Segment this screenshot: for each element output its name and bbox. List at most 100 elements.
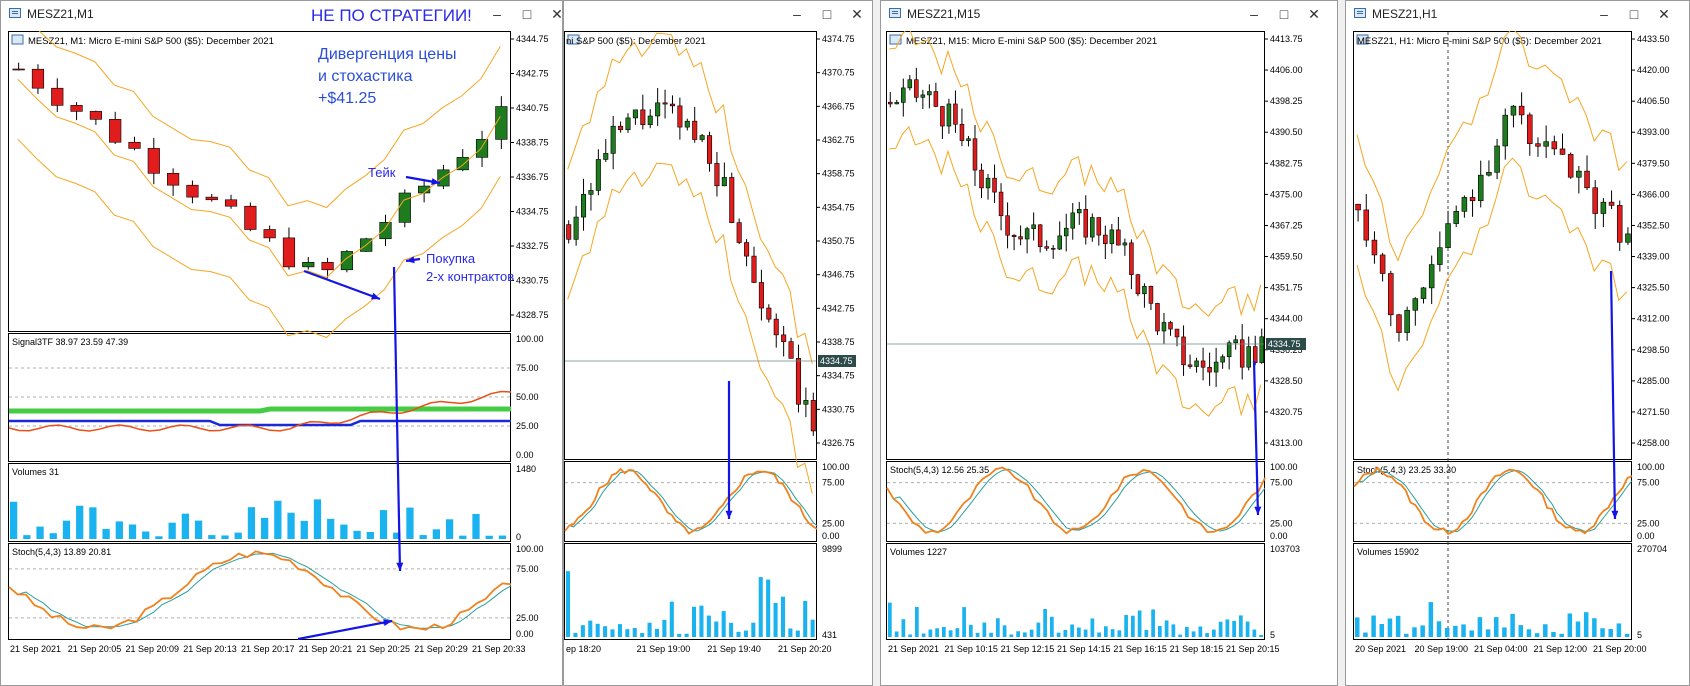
close-button[interactable]: ✕ <box>851 6 863 22</box>
bear-candle <box>972 138 978 171</box>
indicator-axis-label: 100.00 <box>516 544 544 554</box>
bear-candle <box>1096 217 1102 236</box>
bear-candle <box>263 229 276 239</box>
volume-bar <box>1191 631 1196 637</box>
price-axis-label: 4382.75 <box>1270 158 1303 168</box>
bull-candle <box>398 192 411 223</box>
chart-canvas[interactable]: MESZ21, M1: Micro E-mini S&P 500 ($5): D… <box>8 31 560 681</box>
volume-bar <box>89 507 97 539</box>
window-titlebar[interactable]: MESZ21,H1 – □ ✕ <box>1346 1 1689 27</box>
bear-candle <box>12 68 25 71</box>
chart-canvas[interactable]: MESZ21, H1: Micro E-mini S&P 500 ($5): D… <box>1353 31 1683 681</box>
volume-bar <box>1124 614 1128 637</box>
take-annotation: Тейк <box>368 165 396 180</box>
maximize-button[interactable]: □ <box>522 6 532 22</box>
chart-canvas[interactable]: ni S&P 500 ($5): December 2021 4374.75 437… <box>564 31 864 681</box>
time-axis-label: 21 Sep 19:40 <box>707 644 761 654</box>
volume-bar <box>625 629 630 637</box>
symbol-label: MESZ21, M1: Micro E-mini S&P 500 ($5): D… <box>28 36 274 47</box>
volume-bar <box>692 606 697 637</box>
minimize-button[interactable]: – <box>1250 6 1258 22</box>
volume-bar <box>23 535 31 539</box>
minimize-button[interactable]: – <box>493 6 501 22</box>
volume-bar <box>62 520 71 539</box>
volume-bar <box>1592 618 1597 637</box>
bull-candle <box>595 159 601 191</box>
bear-candle <box>781 334 787 342</box>
chart-svg[interactable]: MESZ21, M1: Micro E-mini S&P 500 ($5): D… <box>8 31 560 681</box>
signal-green-line <box>9 406 511 414</box>
minimize-button[interactable]: – <box>1600 6 1608 22</box>
indicator-axis-label: 25.00 <box>1270 518 1293 528</box>
indicator-axis-label: 75.00 <box>516 363 539 373</box>
window-titlebar[interactable]: MESZ21,M1 НЕ ПО СТРАТЕГИИ! – □ ✕ <box>1 1 563 27</box>
time-axis-label: 21 Sep 20:13 <box>183 644 237 654</box>
bear-candle <box>1396 314 1402 333</box>
price-axis-label: 4313.00 <box>1270 438 1303 448</box>
indicator-label: Volumes 1227 <box>890 547 947 557</box>
profit-annotation: +$41.25 <box>318 90 376 107</box>
maximize-button[interactable]: □ <box>1279 6 1289 22</box>
symbol-icon <box>1356 34 1369 45</box>
close-button[interactable]: ✕ <box>551 6 563 22</box>
price-axis-label: 4366.00 <box>1637 189 1670 199</box>
indicator-axis-label: 100.00 <box>1637 462 1665 472</box>
chart-svg[interactable]: MESZ21, H1: Micro E-mini S&P 500 ($5): D… <box>1353 31 1683 681</box>
close-button[interactable]: ✕ <box>1308 6 1320 22</box>
maximize-button[interactable]: □ <box>822 6 832 22</box>
bear-candle <box>1044 246 1049 249</box>
bull-candle <box>1063 227 1069 237</box>
price-axis-label: 4332.75 <box>516 241 549 251</box>
window-titlebar[interactable]: – □ ✕ <box>564 1 872 27</box>
bull-candle <box>1420 287 1427 299</box>
bear-candle <box>1559 148 1566 155</box>
chart-window-m5[interactable]: – □ ✕ ni S&P 500 ($5): December 2021 4374… <box>563 0 873 686</box>
bull-candle <box>647 115 653 125</box>
price-axis-label: 4359.50 <box>1270 252 1303 262</box>
current-price-label: 4334.75 <box>820 356 853 366</box>
volume-bar <box>962 607 966 637</box>
price-axis-label: 4390.50 <box>1270 127 1303 137</box>
entry-vertical-arrow <box>1252 360 1260 516</box>
chart-window-h1[interactable]: MESZ21,H1 – □ ✕ MESZ21, H1: Micro E-mini… <box>1345 0 1690 686</box>
chart-window-m1[interactable]: MESZ21,M1 НЕ ПО СТРАТЕГИИ! – □ ✕ MESZ21,… <box>0 0 563 686</box>
volume-bar <box>1379 624 1385 637</box>
volume-bar <box>1164 620 1169 637</box>
volume-bar <box>1387 618 1393 637</box>
chart-canvas[interactable]: MESZ21, M15: Micro E-mini S&P 500 ($5): … <box>886 31 1329 681</box>
price-axis-label: 4334.75 <box>822 371 855 381</box>
bear-candle <box>205 196 218 201</box>
bull-candle <box>302 262 315 268</box>
price-divergence-arrow <box>303 269 381 301</box>
close-button[interactable]: ✕ <box>1658 6 1670 22</box>
volume-bar <box>327 518 335 539</box>
volume-bar <box>1077 627 1081 637</box>
price-axis-label: 4320.75 <box>1270 407 1303 417</box>
maximize-button[interactable]: □ <box>1629 6 1639 22</box>
chart-svg[interactable]: ni S&P 500 ($5): December 2021 4374.75 437… <box>564 31 864 681</box>
bollinger-band-line <box>889 125 1262 417</box>
indicator-label: Stoch(5,4,3) 23.25 33.30 <box>1357 465 1456 475</box>
chart-window-m15[interactable]: MESZ21,M15 – □ ✕ MESZ21, M15: Micro E-mi… <box>880 0 1338 686</box>
bull-candle <box>475 139 489 158</box>
price-axis-label: 4344.75 <box>516 34 549 44</box>
indicator-axis-label: 431 <box>822 630 837 640</box>
bull-candle <box>894 102 900 105</box>
pane-frame <box>886 31 1265 460</box>
price-axis-label: 4358.75 <box>822 169 855 179</box>
volume-bar <box>76 505 84 539</box>
bull-candle <box>1486 172 1492 176</box>
minimize-button[interactable]: – <box>793 6 801 22</box>
pane-frame <box>1353 543 1632 640</box>
price-axis-label: 4354.75 <box>822 202 855 212</box>
volume-bar <box>955 628 960 637</box>
bear-candle <box>321 262 334 271</box>
time-axis-label: 21 Sep 20:33 <box>472 644 526 654</box>
window-titlebar[interactable]: MESZ21,M15 – □ ✕ <box>881 1 1337 27</box>
chart-svg[interactable]: MESZ21, M15: Micro E-mini S&P 500 ($5): … <box>886 31 1329 681</box>
bear-candle <box>1239 339 1245 368</box>
price-axis-label: 4339.00 <box>1637 252 1670 262</box>
price-axis-label: 4346.75 <box>822 270 855 280</box>
bear-candle <box>766 307 772 320</box>
bear-candle <box>707 135 713 164</box>
